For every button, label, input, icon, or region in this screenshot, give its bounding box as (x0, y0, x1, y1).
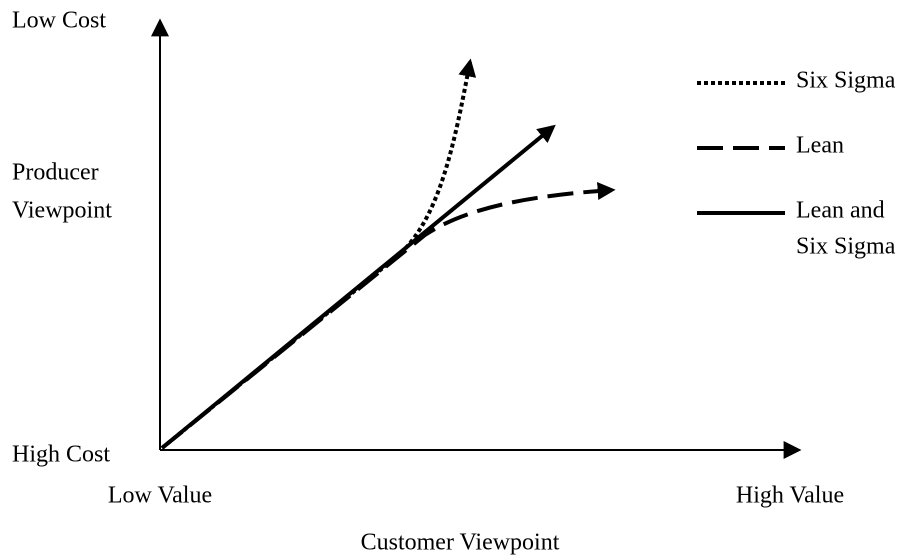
x-right-label: High Value (736, 483, 844, 509)
y-title: Producer (12, 160, 99, 186)
y-top-label: Low Cost (12, 8, 106, 34)
legend-label: Six Sigma (796, 234, 896, 260)
legend-label: Six Sigma (796, 68, 896, 94)
x-title: Customer Viewpoint (361, 530, 560, 556)
legend-label: Lean and (796, 198, 885, 224)
lean-line (160, 182, 616, 450)
six-sigma-line (160, 58, 477, 450)
x-left-label: Low Value (108, 483, 212, 509)
legend-label: Lean (796, 133, 844, 159)
y-title: Viewpoint (12, 198, 112, 224)
y-bottom-label: High Cost (12, 442, 110, 468)
